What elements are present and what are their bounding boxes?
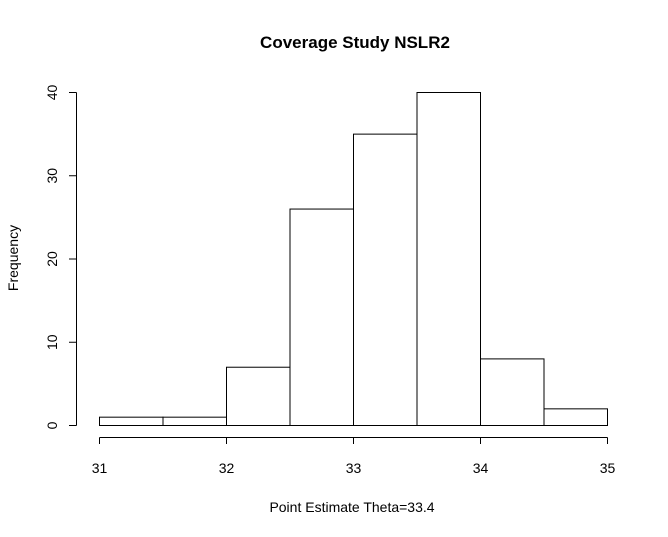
x-tick-label: 33 (346, 460, 362, 476)
x-tick-label: 34 (473, 460, 489, 476)
histogram-bar (353, 133, 418, 426)
histogram-bar (480, 358, 545, 426)
x-axis: 31 32 33 34 35 (92, 437, 616, 476)
histogram-bar (99, 416, 164, 426)
histogram-bar (289, 208, 354, 426)
x-tick-label: 32 (219, 460, 235, 476)
y-axis-label: Frequency (5, 225, 21, 291)
histogram-bar (543, 408, 608, 427)
x-tick-label: 31 (92, 460, 108, 476)
chart-title: Coverage Study NSLR2 (260, 33, 450, 52)
y-tick-label: 30 (44, 168, 60, 184)
x-axis-label: Point Estimate Theta=33.4 (269, 499, 434, 515)
y-tick-label: 10 (44, 334, 60, 350)
y-tick-label: 40 (44, 85, 60, 101)
y-axis: 0 10 20 30 40 (44, 85, 77, 429)
y-tick-label: 20 (44, 251, 60, 267)
histogram-bar (416, 92, 481, 426)
x-tick-label: 35 (600, 460, 616, 476)
bars-group (99, 92, 608, 427)
y-tick-label: 0 (44, 421, 60, 429)
histogram-bar (226, 366, 291, 427)
histogram-bar (162, 416, 227, 426)
